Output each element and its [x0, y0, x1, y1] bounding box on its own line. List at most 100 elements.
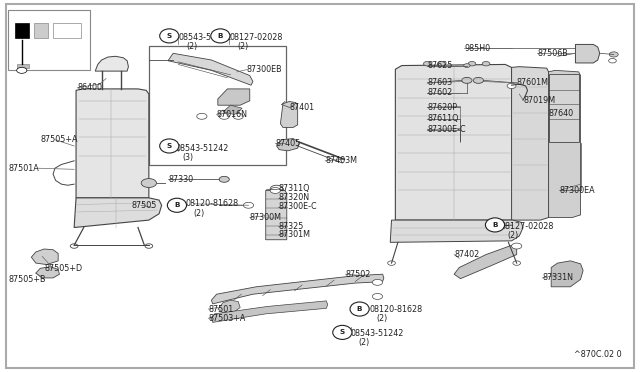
- Text: 87300EA: 87300EA: [559, 186, 595, 195]
- Ellipse shape: [160, 29, 179, 43]
- Polygon shape: [31, 249, 58, 264]
- Polygon shape: [211, 301, 328, 323]
- Polygon shape: [168, 53, 253, 85]
- Text: 87301M: 87301M: [278, 230, 310, 240]
- Text: 87300E-C: 87300E-C: [428, 125, 466, 134]
- Text: 87640: 87640: [548, 109, 573, 118]
- Text: ^870C.02 0: ^870C.02 0: [574, 350, 622, 359]
- Text: 87505+A: 87505+A: [40, 135, 78, 144]
- Text: 08120-81628: 08120-81628: [369, 305, 422, 314]
- Polygon shape: [218, 89, 250, 105]
- Text: (2): (2): [193, 209, 205, 218]
- Text: 87331N: 87331N: [542, 273, 573, 282]
- Circle shape: [270, 185, 283, 193]
- Text: 08120-81628: 08120-81628: [186, 199, 239, 208]
- Polygon shape: [551, 261, 583, 287]
- Circle shape: [438, 61, 445, 66]
- Text: 87620P: 87620P: [428, 103, 458, 112]
- Circle shape: [388, 261, 396, 265]
- Circle shape: [270, 187, 280, 193]
- Circle shape: [17, 67, 27, 73]
- Circle shape: [507, 83, 516, 89]
- Text: 86400: 86400: [77, 83, 102, 92]
- Text: (2): (2): [186, 42, 197, 51]
- Bar: [548, 74, 579, 142]
- Text: 87501A: 87501A: [8, 164, 39, 173]
- Circle shape: [372, 279, 383, 285]
- Text: 87019M: 87019M: [523, 96, 556, 105]
- Text: 87603: 87603: [428, 78, 452, 87]
- Text: B: B: [174, 202, 180, 208]
- Circle shape: [468, 61, 476, 66]
- Bar: [149, 46, 286, 164]
- Circle shape: [145, 244, 153, 248]
- Text: 87601M: 87601M: [516, 78, 548, 87]
- Text: 08543-51242: 08543-51242: [178, 32, 232, 42]
- Text: 08127-02028: 08127-02028: [500, 221, 554, 231]
- Polygon shape: [280, 102, 298, 128]
- Circle shape: [482, 61, 490, 66]
- Polygon shape: [211, 274, 384, 304]
- Text: 08127-02028: 08127-02028: [229, 32, 283, 42]
- Text: S: S: [166, 143, 172, 149]
- Text: 87330: 87330: [168, 175, 193, 184]
- Bar: [15, 23, 29, 38]
- Text: 87501: 87501: [208, 305, 234, 314]
- Polygon shape: [396, 64, 513, 220]
- Text: 87402: 87402: [454, 250, 479, 259]
- Text: 87016N: 87016N: [216, 110, 248, 119]
- Text: 87300EB: 87300EB: [246, 65, 282, 74]
- Ellipse shape: [333, 326, 352, 339]
- Ellipse shape: [485, 218, 504, 232]
- Text: (2): (2): [377, 314, 388, 323]
- Polygon shape: [218, 300, 240, 313]
- Text: 87403M: 87403M: [325, 156, 357, 165]
- Text: 87611Q: 87611Q: [428, 114, 459, 123]
- Circle shape: [424, 61, 431, 66]
- Ellipse shape: [350, 302, 369, 316]
- Circle shape: [513, 261, 520, 265]
- Circle shape: [233, 113, 243, 119]
- Circle shape: [243, 202, 253, 208]
- Ellipse shape: [211, 29, 230, 43]
- Text: 87300E-C: 87300E-C: [278, 202, 317, 211]
- Polygon shape: [76, 89, 149, 198]
- Text: B: B: [218, 33, 223, 39]
- Polygon shape: [276, 138, 300, 151]
- Ellipse shape: [168, 198, 186, 212]
- Polygon shape: [36, 267, 60, 278]
- Text: 87300M: 87300M: [250, 213, 282, 222]
- Circle shape: [196, 113, 207, 119]
- Polygon shape: [454, 245, 516, 279]
- Text: 87405: 87405: [275, 139, 301, 148]
- Text: 985H0: 985H0: [465, 44, 490, 52]
- Text: 87602: 87602: [428, 88, 452, 97]
- Circle shape: [473, 77, 483, 83]
- Text: (3): (3): [182, 153, 194, 162]
- Text: S: S: [340, 329, 345, 336]
- Circle shape: [462, 77, 472, 83]
- Text: 87325: 87325: [278, 221, 304, 231]
- Circle shape: [372, 294, 383, 299]
- Polygon shape: [74, 198, 162, 228]
- Text: 87506B: 87506B: [537, 49, 568, 58]
- Text: 87505: 87505: [132, 201, 157, 210]
- Text: 87401: 87401: [289, 103, 314, 112]
- Text: 87505+B: 87505+B: [8, 275, 46, 284]
- Text: B: B: [357, 306, 362, 312]
- Circle shape: [141, 179, 157, 187]
- Text: 08543-51242: 08543-51242: [175, 144, 228, 153]
- Bar: [8, 10, 90, 70]
- Text: 87320N: 87320N: [278, 193, 310, 202]
- Text: (2): (2): [508, 231, 519, 240]
- Text: (2): (2): [237, 42, 248, 51]
- Circle shape: [219, 113, 229, 119]
- Text: (2): (2): [358, 338, 369, 347]
- Bar: [34, 23, 48, 38]
- Circle shape: [609, 58, 616, 63]
- Text: B: B: [492, 222, 498, 228]
- Circle shape: [511, 243, 522, 249]
- Text: 87503+A: 87503+A: [208, 314, 246, 323]
- Polygon shape: [511, 67, 548, 220]
- Polygon shape: [223, 105, 242, 115]
